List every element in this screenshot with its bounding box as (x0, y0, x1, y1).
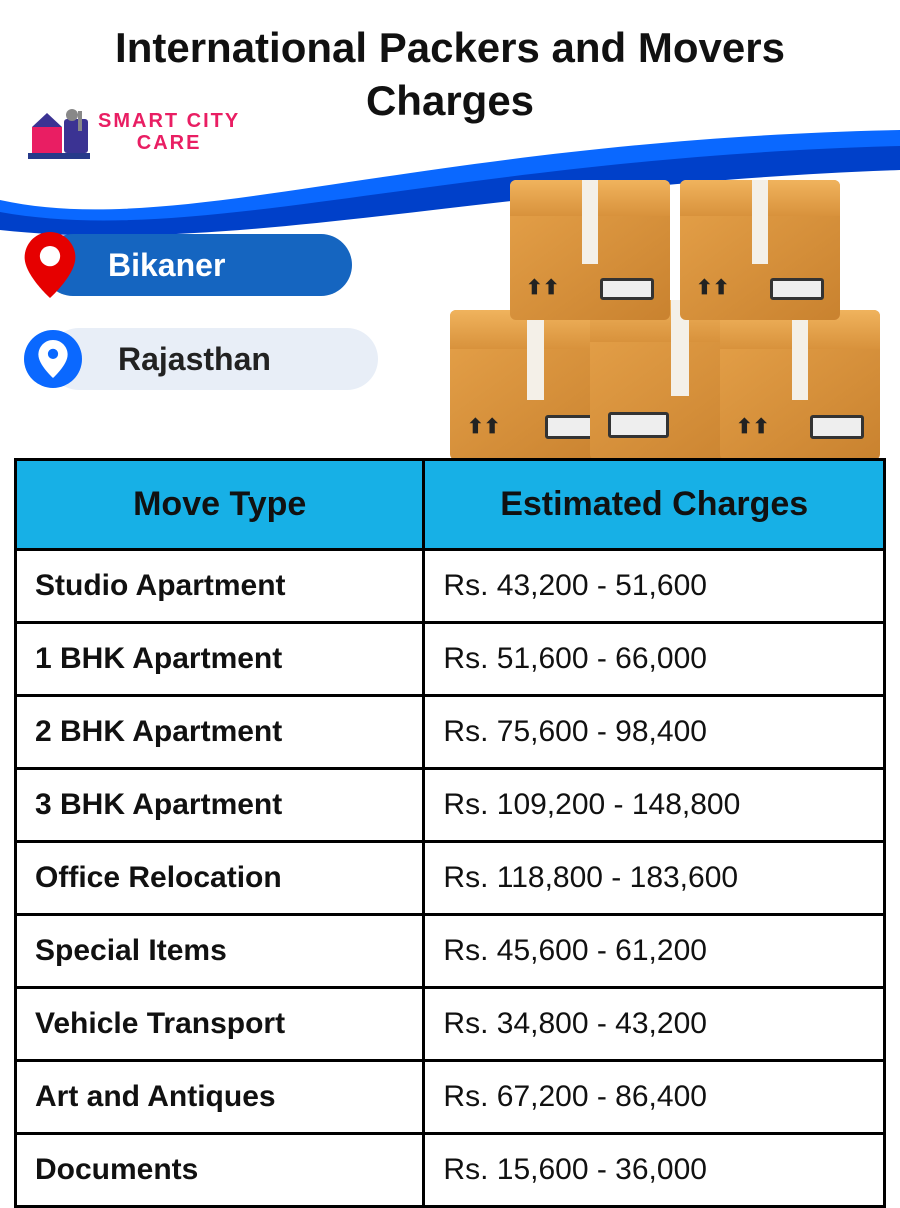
brand-text: SMART CITY CARE (98, 110, 240, 154)
table-row: DocumentsRs. 15,600 - 36,000 (16, 1134, 885, 1207)
cell-charge: Rs. 34,800 - 43,200 (424, 988, 885, 1061)
col-estimated-charges: Estimated Charges (424, 460, 885, 550)
city-row: Bikaner (24, 232, 378, 298)
state-row: Rajasthan (24, 328, 378, 390)
cell-charge: Rs. 15,600 - 36,000 (424, 1134, 885, 1207)
cell-charge: Rs. 43,200 - 51,600 (424, 550, 885, 623)
table-row: Art and AntiquesRs. 67,200 - 86,400 (16, 1061, 885, 1134)
cell-move-type: Office Relocation (16, 842, 424, 915)
state-label: Rajasthan (118, 341, 271, 378)
table-row: 2 BHK ApartmentRs. 75,600 - 98,400 (16, 696, 885, 769)
map-pin-icon (24, 232, 76, 298)
cell-move-type: 2 BHK Apartment (16, 696, 424, 769)
table-row: 1 BHK ApartmentRs. 51,600 - 66,000 (16, 623, 885, 696)
boxes-illustration: ⬆⬆ ⬆⬆ ⬆⬆ ⬆⬆ (450, 150, 880, 460)
cell-charge: Rs. 109,200 - 148,800 (424, 769, 885, 842)
table-row: Studio ApartmentRs. 43,200 - 51,600 (16, 550, 885, 623)
table-row: 3 BHK ApartmentRs. 109,200 - 148,800 (16, 769, 885, 842)
cell-move-type: 3 BHK Apartment (16, 769, 424, 842)
location-block: Bikaner Rajasthan (24, 232, 378, 420)
brand-logo: SMART CITY CARE (28, 105, 240, 159)
city-pill: Bikaner (42, 234, 352, 296)
city-label: Bikaner (108, 247, 225, 284)
cell-charge: Rs. 67,200 - 86,400 (424, 1061, 885, 1134)
table-row: Special ItemsRs. 45,600 - 61,200 (16, 915, 885, 988)
charges-table: Move Type Estimated Charges Studio Apart… (14, 458, 886, 1208)
cell-move-type: 1 BHK Apartment (16, 623, 424, 696)
cell-move-type: Studio Apartment (16, 550, 424, 623)
state-pill: Rajasthan (48, 328, 378, 390)
cell-charge: Rs. 118,800 - 183,600 (424, 842, 885, 915)
cell-move-type: Art and Antiques (16, 1061, 424, 1134)
cell-move-type: Vehicle Transport (16, 988, 424, 1061)
map-pin-circle-icon (24, 330, 82, 388)
cell-move-type: Special Items (16, 915, 424, 988)
brand-line2: CARE (98, 132, 240, 154)
brand-line1: SMART CITY (98, 110, 240, 132)
table-row: Office RelocationRs. 118,800 - 183,600 (16, 842, 885, 915)
house-tools-icon (28, 105, 90, 159)
cell-charge: Rs. 51,600 - 66,000 (424, 623, 885, 696)
cell-charge: Rs. 45,600 - 61,200 (424, 915, 885, 988)
table-header-row: Move Type Estimated Charges (16, 460, 885, 550)
cell-charge: Rs. 75,600 - 98,400 (424, 696, 885, 769)
cell-move-type: Documents (16, 1134, 424, 1207)
col-move-type: Move Type (16, 460, 424, 550)
table-row: Vehicle TransportRs. 34,800 - 43,200 (16, 988, 885, 1061)
